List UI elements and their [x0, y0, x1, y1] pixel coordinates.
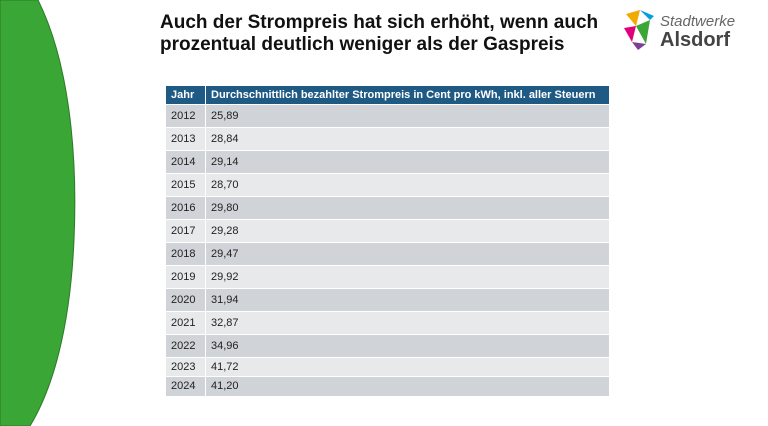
logo-piece [624, 26, 636, 42]
logo: Stadtwerke Alsdorf [624, 10, 735, 51]
logo-piece [640, 10, 654, 20]
price-cell: 41,20 [205, 376, 610, 396]
title-line: Auch der Strompreis hat sich erhöht, wen… [160, 12, 599, 33]
price-cell: 25,89 [205, 104, 610, 128]
table-row: 2013 28,84 [166, 127, 610, 151]
year-cell: 2015 [166, 173, 206, 197]
table-row: 2020 31,94 [166, 288, 610, 312]
table-row: 2016 29,80 [166, 196, 610, 220]
price-cell: 29,80 [205, 196, 610, 220]
year-cell: 2018 [166, 242, 206, 266]
logo-piece [626, 10, 640, 26]
price-cell: 29,92 [205, 265, 610, 289]
year-cell: 2024 [166, 376, 206, 396]
price-cell: 29,47 [205, 242, 610, 266]
header-row: Jahr Durchschnittlich bezahlter Strompre… [166, 86, 610, 105]
title: Auch der Strompreis hat sich erhöht, wen… [160, 12, 598, 56]
price-cell: 28,70 [205, 173, 610, 197]
year-cell: 2022 [166, 334, 206, 358]
logo-text: Stadtwerke [660, 13, 735, 30]
year-cell: 2020 [166, 288, 206, 312]
price-cell: 29,14 [205, 150, 610, 174]
price-cell: 41,72 [205, 357, 610, 377]
table-row: 2024 41,20 [166, 376, 610, 396]
price-cell: 28,84 [205, 127, 610, 151]
green-arc [0, 0, 76, 426]
column-header: Jahr [166, 86, 206, 105]
table-row: 2018 29,47 [166, 242, 610, 266]
table-body: 2012 25,89 2013 28,84 2014 29,14 2015 28,70 2016… [166, 104, 610, 396]
price-cell: 31,94 [205, 288, 610, 312]
year-cell: 2013 [166, 127, 206, 151]
year-cell: 2023 [166, 357, 206, 377]
year-cell: 2014 [166, 150, 206, 174]
table-row: 2014 29,14 [166, 150, 610, 174]
logo-piece [636, 20, 650, 44]
price-cell: 32,87 [205, 311, 610, 335]
year-cell: 2012 [166, 104, 206, 128]
table-row: 2023 41,72 [166, 357, 610, 377]
decor-shape [0, 0, 76, 426]
price-cell: 34,96 [205, 334, 610, 358]
year-cell: 2017 [166, 219, 206, 243]
table-row: 2019 29,92 [166, 265, 610, 289]
year-cell: 2021 [166, 311, 206, 335]
table-row: 2022 34,96 [166, 334, 610, 358]
table-row: 2015 28,70 [166, 173, 610, 197]
price-cell: 29,28 [205, 219, 610, 243]
logo-text: Alsdorf [660, 29, 730, 51]
price-table: Jahr Durchschnittlich bezahlter Strompre… [166, 86, 610, 396]
logo-piece [632, 42, 646, 50]
column-header: Durchschnittlich bezahlter Strompreis in… [205, 86, 610, 105]
table-row: 2012 25,89 [166, 104, 610, 128]
title-line: prozentual deutlich weniger als der Gasp… [160, 34, 565, 55]
table-row: 2017 29,28 [166, 219, 610, 243]
year-cell: 2016 [166, 196, 206, 220]
year-cell: 2019 [166, 265, 206, 289]
table-row: 2021 32,87 [166, 311, 610, 335]
